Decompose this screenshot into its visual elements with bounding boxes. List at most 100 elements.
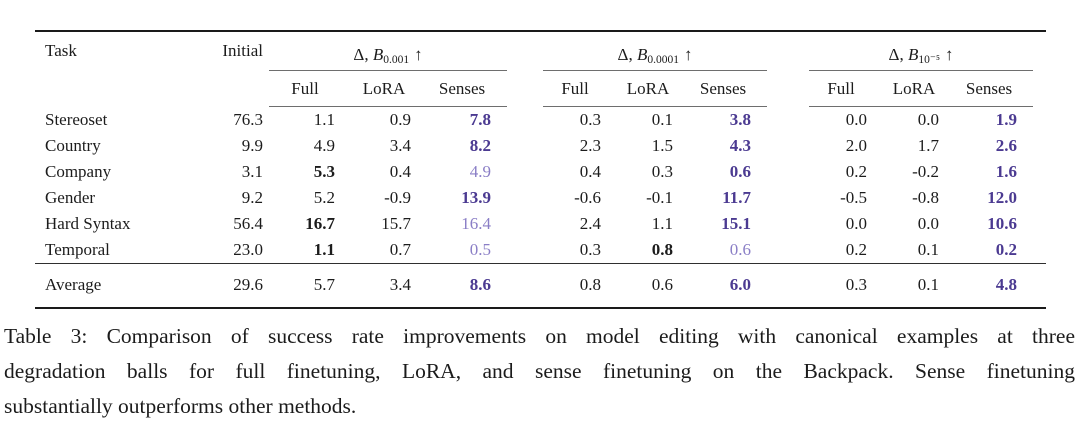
up-arrow-icon: ↑ (944, 45, 954, 64)
table-edge (1033, 107, 1046, 134)
task-cell: Temporal (45, 240, 110, 259)
column-gap (767, 30, 810, 107)
method-header-lora: LoRA (351, 70, 427, 107)
value-cell: 0.5 (469, 240, 492, 259)
value-cell: -0.9 (384, 188, 411, 207)
table-caption: Table 3: Comparison of success rate impr… (4, 319, 1075, 424)
task-cell: Average (35, 263, 185, 309)
method-header-lora: LoRA (883, 70, 956, 107)
value-cell: 3.4 (351, 263, 427, 309)
value-cell: 0.8 (543, 263, 618, 309)
value-cell: 1.7 (917, 136, 940, 155)
initial-cell: 9.2 (241, 188, 263, 207)
method-header-full: Full (543, 70, 618, 107)
value-cell: 1.1 (313, 110, 335, 129)
table-edge (1033, 30, 1047, 107)
value-cell: 13.9 (461, 188, 492, 207)
initial-column-header: Initial (185, 30, 269, 107)
value-cell: 15.7 (381, 214, 411, 233)
group-header-b0001: Δ, B0.001 ↑ (269, 30, 508, 71)
group-header-b00001: Δ, B0.0001 ↑ (543, 30, 768, 71)
table-edge (1033, 211, 1046, 237)
task-column-header: Task (35, 30, 185, 107)
value-cell: 0.3 (651, 162, 674, 181)
method-header-senses: Senses (427, 70, 508, 107)
value-cell: 1.1 (651, 214, 674, 233)
column-gap (767, 107, 809, 134)
ball-symbol: B (636, 45, 648, 64)
value-cell: 0.0 (845, 110, 868, 129)
value-cell: 0.0 (917, 110, 940, 129)
method-header-full: Full (269, 70, 351, 107)
column-gap (507, 107, 543, 134)
value-cell: 8.2 (469, 136, 492, 155)
value-cell: 3.8 (729, 110, 752, 129)
column-gap (767, 211, 809, 237)
value-cell: -0.5 (840, 188, 868, 207)
table-row-gender: Gender 9.2 5.2 -0.9 13.9 -0.6 -0.1 11.7 … (35, 185, 1046, 211)
value-cell: 16.7 (305, 214, 335, 233)
method-header-senses: Senses (689, 70, 768, 107)
value-cell: 0.8 (651, 240, 674, 259)
task-cell: Company (45, 162, 112, 181)
value-cell: 11.7 (722, 188, 752, 207)
initial-cell: 3.1 (241, 162, 263, 181)
initial-cell: 23.0 (233, 240, 263, 259)
column-gap (767, 159, 809, 185)
group-header-b1e-5: Δ, B10⁻⁵ ↑ (809, 30, 1034, 71)
method-header-lora: LoRA (617, 70, 690, 107)
caption-line: Table 3: Comparison of success rate impr… (4, 324, 1075, 348)
method-header-senses: Senses (955, 70, 1034, 107)
value-cell: 0.9 (389, 110, 411, 129)
column-gap (767, 237, 809, 264)
value-cell: 12.0 (987, 188, 1018, 207)
value-cell: 4.8 (955, 263, 1034, 309)
value-cell: 0.2 (995, 240, 1018, 259)
value-cell: 16.4 (461, 214, 492, 233)
table-edge (1033, 263, 1047, 309)
value-cell: 8.6 (427, 263, 508, 309)
task-cell: Gender (45, 188, 96, 207)
results-table: Task Initial Δ, B0.001 ↑ Δ, B0.0001 ↑ Δ, B… (35, 30, 1047, 309)
header-row-methods: Full LoRA Senses Full LoRA Senses Full L… (35, 70, 1046, 107)
value-cell: 1.9 (995, 110, 1018, 129)
table-edge (1033, 185, 1046, 211)
column-gap (507, 185, 543, 211)
value-cell: 0.0 (845, 214, 868, 233)
value-cell: 7.8 (469, 110, 492, 129)
value-cell: 10.6 (987, 214, 1018, 233)
value-cell: 0.7 (389, 240, 411, 259)
value-cell: 0.2 (845, 240, 868, 259)
table-row-average: Average 29.6 5.7 3.4 8.6 0.8 0.6 6.0 0.3… (35, 263, 1047, 309)
value-cell: 0.6 (617, 263, 690, 309)
table-row-hard-syntax: Hard Syntax 56.4 16.7 15.7 16.4 2.4 1.1 … (35, 211, 1046, 237)
column-gap (507, 237, 543, 264)
value-cell: -0.2 (912, 162, 940, 181)
value-cell: 0.4 (389, 162, 411, 181)
value-cell: 0.1 (883, 263, 956, 309)
column-gap (507, 263, 544, 309)
value-cell: 5.7 (269, 263, 351, 309)
results-table-wrapper: Task Initial Δ, B0.001 ↑ Δ, B0.0001 ↑ Δ, B… (35, 30, 1047, 309)
value-cell: -0.1 (646, 188, 674, 207)
column-gap (767, 133, 809, 159)
initial-cell: 76.3 (233, 109, 263, 129)
table-edge (1033, 133, 1046, 159)
value-cell: 5.3 (313, 162, 335, 181)
ball-radius: 10⁻⁵ (918, 54, 940, 66)
caption-line: degradation balls for full finetuning, L… (4, 359, 1075, 383)
task-cell: Country (45, 136, 101, 155)
table-row-company: Company 3.1 5.3 0.4 4.9 0.4 0.3 0.6 0.2 … (35, 159, 1046, 185)
column-gap (767, 263, 810, 309)
value-cell: 0.6 (729, 162, 752, 181)
value-cell: 0.2 (845, 162, 868, 181)
value-cell: 15.1 (721, 214, 752, 233)
column-gap (507, 211, 543, 237)
ball-symbol: B (372, 45, 384, 64)
delta-label: Δ, (617, 45, 637, 64)
table-row-temporal: Temporal 23.0 1.1 0.7 0.5 0.3 0.8 0.6 0.… (35, 237, 1046, 264)
value-cell: 0.3 (579, 240, 602, 259)
value-cell: 0.4 (579, 162, 602, 181)
method-header-full: Full (809, 70, 884, 107)
value-cell: 0.3 (579, 110, 602, 129)
